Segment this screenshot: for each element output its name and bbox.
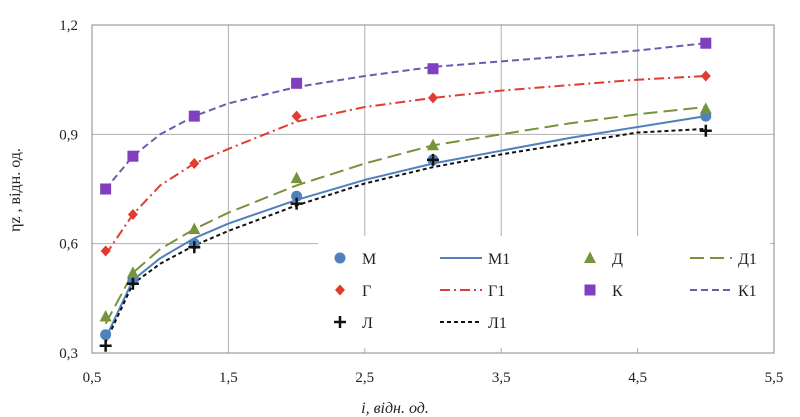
legend-marker-Г	[335, 284, 345, 296]
data-point-К	[427, 63, 439, 75]
legend-label-М1: М1	[488, 251, 510, 268]
x-tick-label: 0,5	[83, 370, 102, 386]
series-line-Д1	[104, 106, 706, 325]
series-line-М1	[104, 115, 706, 339]
data-point-Г	[291, 110, 302, 122]
legend-marker-К	[584, 284, 596, 296]
y-tick-label: 0,6	[59, 237, 78, 253]
y-axis-title: ηz , відн. од.	[7, 148, 24, 232]
data-point-Д	[126, 266, 139, 278]
data-point-М	[291, 190, 303, 202]
data-point-К	[100, 183, 112, 195]
data-point-К	[291, 77, 303, 89]
data-point-Г	[100, 245, 111, 257]
data-point-Л	[188, 241, 201, 254]
data-point-Г	[428, 92, 438, 104]
x-tick-label: 5,5	[765, 370, 784, 386]
data-point-Д	[99, 310, 112, 322]
x-tick-labels: 0,5 1,5 2,5 3,5 4,5 5,5	[83, 370, 784, 386]
x-tick-label: 1,5	[219, 370, 238, 386]
y-tick-label: 1,2	[59, 18, 78, 34]
legend-label-Д1: Д1	[738, 251, 757, 268]
data-point-Г	[127, 209, 138, 221]
data-point-К	[188, 110, 200, 122]
data-point-Д	[427, 138, 439, 151]
y-tick-label: 0,9	[59, 127, 78, 143]
series-line-К1	[104, 42, 706, 190]
legend-label-Г1: Г1	[488, 283, 505, 300]
data-point-Г	[189, 157, 200, 169]
x-axis-title: i, відн. од.	[361, 400, 429, 417]
series-line-Г1	[104, 75, 706, 256]
data-point-К	[700, 37, 712, 49]
legend-label-Г: Г	[362, 283, 371, 300]
data-point-Д	[290, 171, 303, 184]
data-point-Д	[699, 102, 712, 114]
y-tick-labels: 0,3 0,6 0,9 1,2	[59, 18, 78, 362]
plot-area-border	[91, 24, 775, 354]
legend-marker-М	[334, 252, 346, 264]
legend-label-Д: Д	[612, 251, 623, 268]
y-tick-label: 0,3	[59, 346, 78, 362]
data-point-Д	[188, 222, 201, 235]
legend-marker-Д	[584, 251, 596, 263]
x-tick-label: 4,5	[628, 370, 647, 386]
x-tick-label: 2,5	[355, 370, 374, 386]
data-point-Л	[99, 339, 112, 352]
data-point-Л	[126, 277, 139, 290]
data-point-К	[127, 150, 139, 162]
series-markers	[99, 37, 712, 352]
data-point-М	[100, 329, 112, 341]
legend-marker-Л	[334, 316, 346, 328]
legend-label-Л: Л	[362, 315, 373, 332]
series-lines	[104, 42, 706, 343]
legend-label-Л1: Л1	[488, 315, 507, 332]
x-tick-label: 3,5	[492, 370, 511, 386]
data-point-Г	[700, 70, 711, 82]
data-point-Л	[427, 153, 439, 166]
legend: М М1 Д Д1 Г Г1 К К1 Л Л1	[318, 236, 770, 348]
series-line-Л1	[104, 127, 706, 343]
legend-label-К: К	[612, 283, 623, 300]
data-point-Л	[290, 197, 303, 210]
legend-box	[318, 236, 770, 348]
data-point-Л	[699, 124, 712, 137]
legend-label-К1: К1	[738, 283, 757, 300]
legend-label-М: М	[362, 251, 376, 268]
